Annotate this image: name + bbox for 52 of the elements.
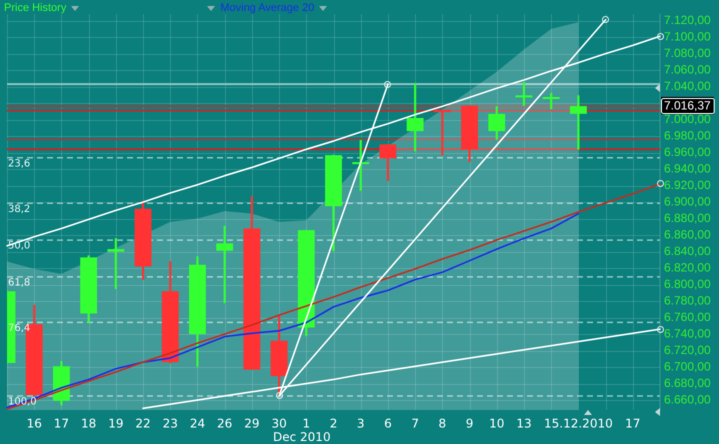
y-tick-label: 7.100,00 [664,29,712,44]
x-tick-label: 16 [26,416,42,430]
x-tick-label: 19 [108,416,124,430]
ref-line-label: 61,8 [8,277,30,288]
x-tick-label: 30 [271,416,287,430]
y-tick-label: 6.980,00 [664,128,712,142]
x-tick-label: 22 [135,416,151,430]
y-tick-label: 6.800,00 [664,276,712,291]
x-tick-label: 2 [330,416,338,430]
x-tick-label: 10 [489,416,504,430]
x-tick-label: 1 [302,416,310,430]
x-tick-label: 18 [80,416,96,430]
y-tick-label: 6.920,00 [664,178,712,192]
x-tick-label: 8 [438,416,446,430]
y-tick-label: 6.860,00 [664,227,712,242]
x-tick-label: 7 [411,416,419,430]
y-tick-label: 6.780,00 [664,293,712,308]
x-tick-label: 13 [516,416,532,430]
y-tick-label: 6.960,00 [664,144,712,159]
y-tick-label: 7.080,00 [664,46,712,60]
y-tick-label: 6.820,00 [664,260,712,274]
text: Price History [4,2,66,15]
y-tick-label: 6.680,00 [664,376,712,390]
y-tick-label: 7.120,00 [664,12,712,27]
x-tick-label: 17 [54,416,70,430]
ref-line-label: 50,0 [8,240,30,252]
y-tick-label: 6.720,00 [664,342,712,357]
y-tick-label: 7.016,37 [664,98,712,112]
y-tick-label: 6.740,00 [664,326,712,340]
x-tick-label: 17 [625,416,640,430]
y-tick-label: 6.880,00 [664,210,712,225]
y-tick-label: 7.000,00 [664,112,712,126]
y-tick-label: 7.060,00 [664,62,712,76]
ref-line-label: 38,2 [8,204,30,215]
x-tick-label: 23 [162,416,178,430]
y-tick-label: 6.700,00 [664,359,712,374]
x-tick-label: 26 [217,416,232,430]
y-tick-label: 6.760,00 [664,310,712,324]
y-tick-label: 6.900,00 [664,194,712,208]
text: Moving Average 20 [220,2,314,15]
x-tick-label: 3 [356,416,365,430]
text: Dec 2010 [273,430,331,444]
x-tick-label: 9 [466,416,474,430]
y-tick-label: 6.660,00 [664,392,712,406]
y-tick-label: 6.840,00 [664,244,712,258]
y-tick-label: 7.040,00 [664,78,712,93]
x-tick-label: 29 [244,416,260,430]
x-tick-label: 6 [384,416,392,430]
y-tick-label: 6.940,00 [664,161,712,176]
x-tick-label: 15.12.2010 [544,416,613,430]
x-tick-label: 24 [190,416,206,430]
ref-line-label: 23,6 [8,158,30,170]
